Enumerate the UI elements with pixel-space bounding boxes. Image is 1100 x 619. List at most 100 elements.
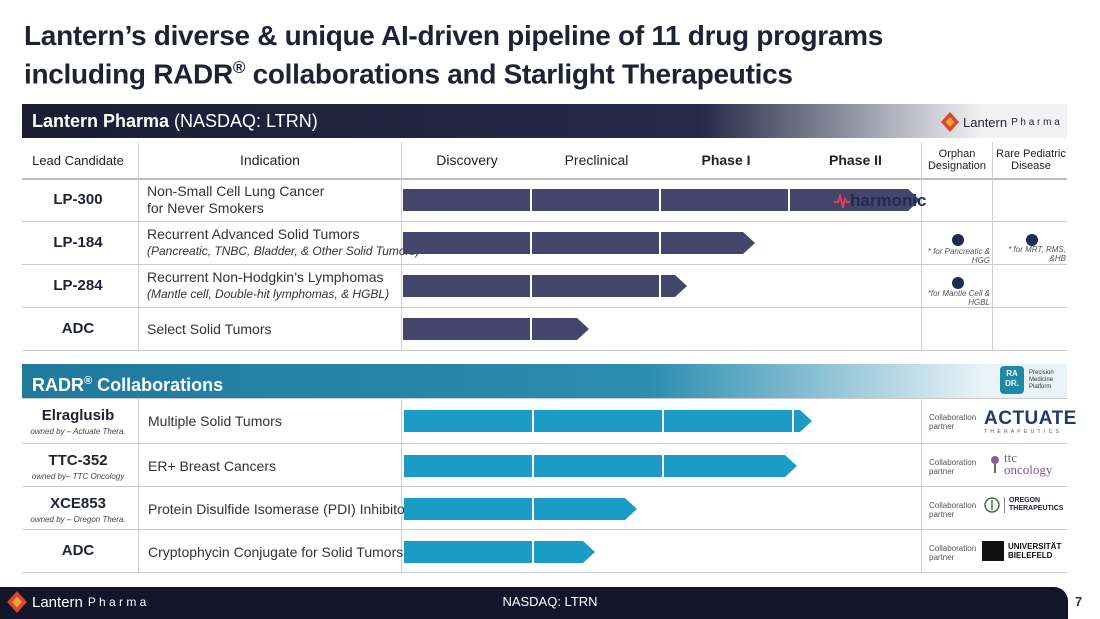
progress-arrow <box>908 189 920 211</box>
progress-segment <box>664 410 792 432</box>
lp184-orphan-note: * for Pancreatic & HGG <box>927 247 990 265</box>
col-divider <box>992 142 993 350</box>
row-divider <box>22 486 1067 487</box>
lantern-diamond-icon <box>7 591 27 613</box>
col-orphan: Orphan Designation <box>927 148 987 172</box>
row-divider <box>22 529 1067 530</box>
lp284-orphan-note: *for Mantle Cell & HGBL <box>927 289 990 307</box>
col-divider <box>138 398 139 572</box>
col-phase2: Phase II <box>829 152 882 168</box>
footer-lantern-logo: Lantern P h a r m a <box>6 590 146 614</box>
progress-segment <box>664 455 785 477</box>
footer-ticker: NASDAQ: LTRN <box>502 594 598 609</box>
radr-header-divider <box>22 398 1067 399</box>
progress-arrow <box>577 318 589 340</box>
lantern-row-indication: Non-Small Cell Lung Cancer for Never Smok… <box>147 183 325 216</box>
lantern-row-name: LP-184 <box>53 234 103 251</box>
lp184-orphan-dot <box>952 234 964 246</box>
progress-arrow <box>675 275 687 297</box>
page-number: 7 <box>1075 594 1083 609</box>
lantern-diamond-icon <box>941 112 959 132</box>
radr-row-indication: ER+ Breast Cancers <box>148 458 276 474</box>
radr-row-owner: owned by – Oregon Thera. <box>30 515 126 524</box>
progress-segment <box>403 232 530 254</box>
radr-row-indication: Multiple Solid Tumors <box>148 413 282 429</box>
lantern-row-indication: Recurrent Advanced Solid Tumors (Pancreat… <box>147 226 420 258</box>
progress-segment <box>794 410 800 432</box>
lantern-header-divider <box>22 178 1067 180</box>
progress-segment <box>661 232 743 254</box>
col-divider <box>921 398 922 572</box>
actuate-logo: ACTUATE T H E R A P E U T I C S <box>984 408 1077 436</box>
title-line-1: Lantern’s diverse & unique AI-driven pip… <box>24 20 884 51</box>
radr-row-name: ADC <box>61 542 95 559</box>
title-line-2: including RADR® collaborations and Starl… <box>24 52 1084 90</box>
lantern-row-name: ADC <box>61 320 95 337</box>
col-divider <box>401 142 402 350</box>
radr-row-name: XCE853 owned by – Oregon Thera. <box>22 495 134 524</box>
harmonic-logo: harmonic <box>834 191 927 211</box>
progress-segment <box>532 232 659 254</box>
progress-segment <box>534 541 583 563</box>
radr-header-label: RADR® Collaborations <box>32 375 224 395</box>
row-divider <box>22 350 1067 351</box>
progress-segment <box>532 318 577 340</box>
radr-row-name: Elraglusib owned by – Actuate Thera. <box>22 407 134 436</box>
collaboration-partner-label: Collaboration partner <box>929 413 977 431</box>
collaboration-partner-label: Collaboration partner <box>929 501 977 519</box>
radr-mark-icon: RA DR. <box>1000 366 1024 394</box>
progress-segment <box>404 498 532 520</box>
progress-segment <box>534 410 662 432</box>
lp184-pediatric-dot <box>1026 234 1038 246</box>
radr-row-indication: Protein Disulfide Isomerase (PDI) Inhibi… <box>148 501 410 517</box>
progress-segment <box>661 275 675 297</box>
radr-row-owner: owned by– TTC Oncology <box>31 472 125 481</box>
row-divider <box>22 221 1067 222</box>
collaboration-partner-label: Collaboration partner <box>929 458 977 476</box>
lp284-orphan-dot <box>952 277 964 289</box>
oregon-seal-icon <box>984 497 1000 513</box>
lantern-logo-header: Lantern P h a r m a <box>940 110 1060 134</box>
row-divider <box>22 572 1067 573</box>
progress-arrow <box>800 410 812 432</box>
lantern-row-indication: Select Solid Tumors <box>147 321 272 337</box>
col-divider <box>921 142 922 350</box>
ttc-oncology-logo: ttc oncology <box>988 451 1052 476</box>
radr-row-indication: Cryptophycin Conjugate for Solid Tumors <box>148 544 404 560</box>
row-divider <box>22 307 1067 308</box>
radr-section-header: RADR® Collaborations <box>22 364 1067 398</box>
bielefeld-logo: UNIVERSITÄT BIELEFELD <box>982 541 1061 561</box>
col-discovery: Discovery <box>436 152 498 168</box>
collaboration-partner-label: Collaboration partner <box>929 544 977 562</box>
col-indication: Indication <box>240 152 300 168</box>
progress-segment <box>534 455 662 477</box>
progress-segment <box>790 189 908 211</box>
page-title: Lantern’s diverse & unique AI-driven pip… <box>24 20 1084 90</box>
progress-segment <box>534 498 625 520</box>
col-divider <box>401 398 402 572</box>
col-preclinical: Preclinical <box>564 152 629 168</box>
progress-segment <box>661 189 788 211</box>
title-radr: including RADR <box>24 58 233 90</box>
progress-segment <box>532 275 659 297</box>
progress-segment <box>403 318 530 340</box>
progress-arrow <box>625 498 637 520</box>
progress-segment <box>404 410 532 432</box>
lantern-row-name: LP-300 <box>53 191 103 208</box>
progress-arrow <box>743 232 755 254</box>
lantern-row-name: LP-284 <box>53 277 103 294</box>
ttc-flower-icon <box>991 456 999 473</box>
row-divider <box>22 443 1067 444</box>
lantern-row-indication: Recurrent Non-Hodgkin’s Lymphomas (Mantle… <box>147 269 390 301</box>
col-divider <box>138 142 139 350</box>
radr-row-name: TTC-352 owned by– TTC Oncology <box>22 452 134 481</box>
footer-bar <box>0 587 1068 619</box>
oregon-therapeutics-logo: OREGON THERAPEUTICS <box>984 497 1063 513</box>
progress-segment <box>532 189 659 211</box>
progress-segment <box>404 541 532 563</box>
lantern-header-label: Lantern Pharma (NASDAQ: LTRN) <box>32 111 318 131</box>
col-phase1: Phase I <box>701 152 751 168</box>
col-pediatric: Rare Pediatric Disease <box>996 148 1066 172</box>
progress-segment <box>403 275 530 297</box>
progress-arrow <box>785 455 797 477</box>
